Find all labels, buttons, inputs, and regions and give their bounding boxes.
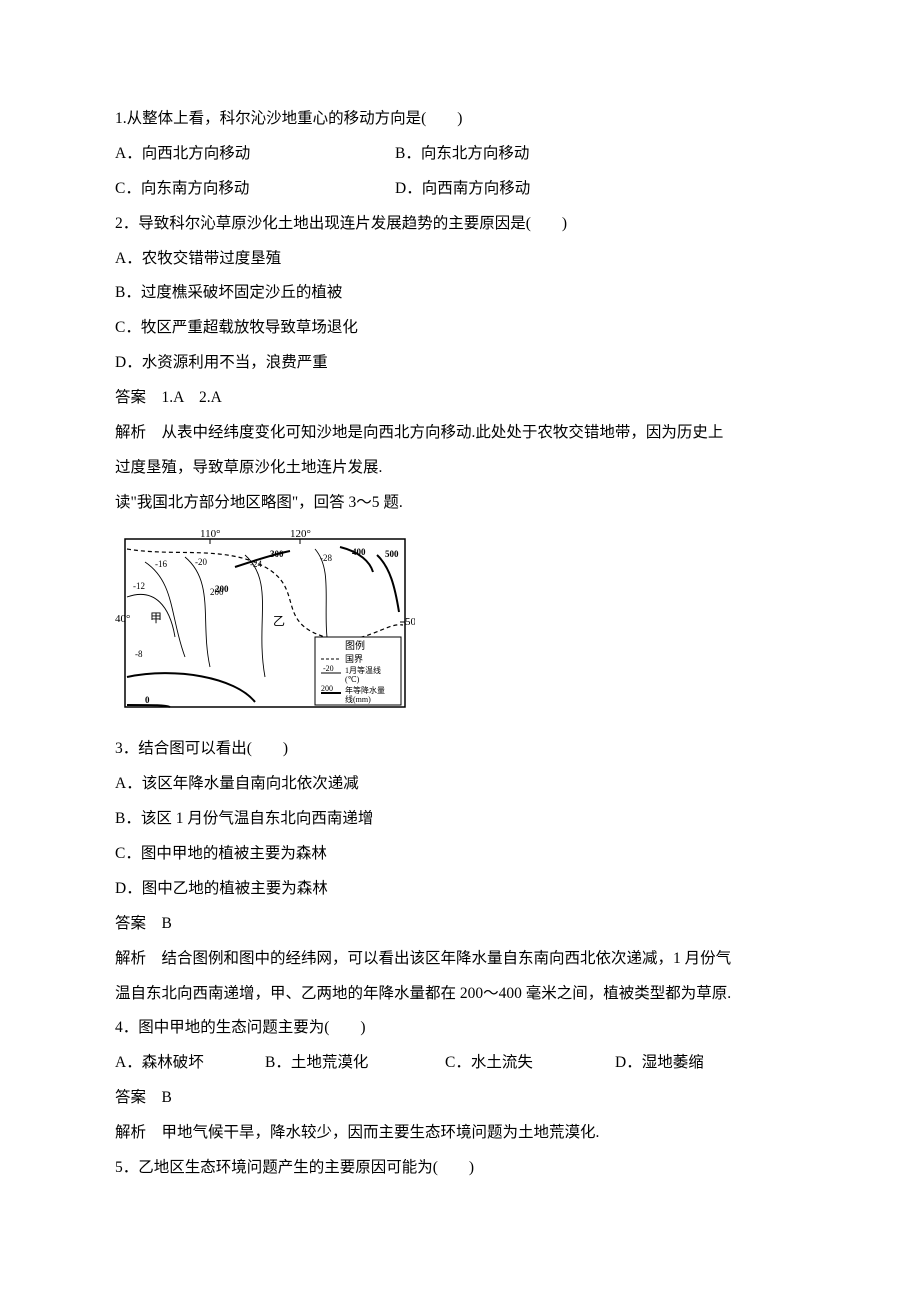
q4-opt-c: C．水土流失 (445, 1046, 615, 1081)
q1-opt-a: A．向西北方向移动 (115, 137, 395, 172)
page: 1.从整体上看，科尔沁沙地重心的移动方向是( ) A．向西北方向移动 B．向东北… (0, 0, 920, 1302)
svg-text:-20: -20 (323, 664, 334, 673)
q3-exp-2: 温自东北向西南递增，甲、乙两地的年降水量都在 200～400 毫米之间，植被类型… (115, 977, 805, 1012)
svg-text:400: 400 (352, 547, 366, 557)
q2-opt-c: C．牧区严重超载放牧导致草场退化 (115, 311, 805, 346)
q1-stem: 1.从整体上看，科尔沁沙地重心的移动方向是( ) (115, 102, 805, 137)
svg-text:40°: 40° (115, 613, 130, 625)
svg-text:500: 500 (385, 549, 399, 559)
svg-text:乙: 乙 (273, 614, 285, 628)
svg-text:-20: -20 (195, 557, 207, 567)
exp-1-2-b: 过度垦殖，导致草原沙化土地连片发展. (115, 451, 805, 486)
q3-opt-c: C．图中甲地的植被主要为森林 (115, 837, 805, 872)
svg-text:图例: 图例 (345, 639, 365, 652)
q2-opt-a: A．农牧交错带过度垦殖 (115, 242, 805, 277)
map-svg: 110°120°40°50°-12-16-20-24-28-8200020030… (115, 527, 415, 717)
q1-opt-d: D．向西南方向移动 (395, 172, 530, 207)
q1-opt-c: C．向东南方向移动 (115, 172, 395, 207)
svg-text:国界: 国界 (345, 654, 363, 664)
exp-1-2-a: 解析 从表中经纬度变化可知沙地是向西北方向移动.此处处于农牧交错地带，因为历史上 (115, 416, 805, 451)
q3-exp-1: 解析 结合图例和图中的经纬网，可以看出该区年降水量自东南向西北依次递减，1 月份… (115, 942, 805, 977)
q4-opt-a: A．森林破坏 (115, 1046, 265, 1081)
q4-opts: A．森林破坏 B．土地荒漠化 C．水土流失 D．湿地萎缩 (115, 1046, 805, 1081)
svg-text:年等降水量: 年等降水量 (345, 685, 385, 695)
q4-opt-d: D．湿地萎缩 (615, 1046, 704, 1081)
q3-opt-d: D．图中乙地的植被主要为森林 (115, 872, 805, 907)
q3-stem: 3．结合图可以看出( ) (115, 732, 805, 767)
q4-opt-b: B．土地荒漠化 (265, 1046, 445, 1081)
q1-opts-cd: C．向东南方向移动 D．向西南方向移动 (115, 172, 805, 207)
q3-ans: 答案 B (115, 907, 805, 942)
ans-1-2: 答案 1.A 2.A (115, 381, 805, 416)
q5-stem: 5．乙地区生态环境问题产生的主要原因可能为( ) (115, 1151, 805, 1186)
map-figure: 110°120°40°50°-12-16-20-24-28-8200020030… (115, 527, 805, 731)
q2-opt-d: D．水资源利用不当，浪费严重 (115, 346, 805, 381)
q2-stem: 2．导致科尔沁草原沙化土地出现连片发展趋势的主要原因是( ) (115, 207, 805, 242)
svg-text:甲: 甲 (150, 611, 162, 625)
svg-text:(℃): (℃) (345, 675, 360, 684)
svg-text:200: 200 (215, 584, 229, 594)
svg-text:-16: -16 (155, 559, 167, 569)
svg-text:50°: 50° (405, 616, 415, 628)
svg-text:-12: -12 (133, 581, 145, 591)
q4-exp: 解析 甲地气候干旱，降水较少，因而主要生态环境问题为土地荒漠化. (115, 1116, 805, 1151)
svg-text:110°: 110° (200, 528, 221, 540)
q4-stem: 4．图中甲地的生态问题主要为( ) (115, 1011, 805, 1046)
svg-text:0: 0 (145, 695, 150, 705)
svg-text:1月等温线: 1月等温线 (345, 665, 381, 675)
svg-text:300: 300 (270, 549, 284, 559)
svg-text:-28: -28 (320, 553, 332, 563)
q1-opt-b: B．向东北方向移动 (395, 137, 529, 172)
svg-text:120°: 120° (290, 528, 311, 540)
svg-text:-8: -8 (135, 649, 143, 659)
q3-opt-b: B．该区 1 月份气温自东北向西南递增 (115, 802, 805, 837)
svg-text:线(mm): 线(mm) (345, 694, 371, 704)
q3-opt-a: A．该区年降水量自南向北依次递减 (115, 767, 805, 802)
svg-text:200: 200 (321, 684, 333, 693)
q1-opts-ab: A．向西北方向移动 B．向东北方向移动 (115, 137, 805, 172)
fig-intro: 读"我国北方部分地区略图"，回答 3～5 题. (115, 486, 805, 521)
q4-ans: 答案 B (115, 1081, 805, 1116)
q2-opt-b: B．过度樵采破坏固定沙丘的植被 (115, 276, 805, 311)
